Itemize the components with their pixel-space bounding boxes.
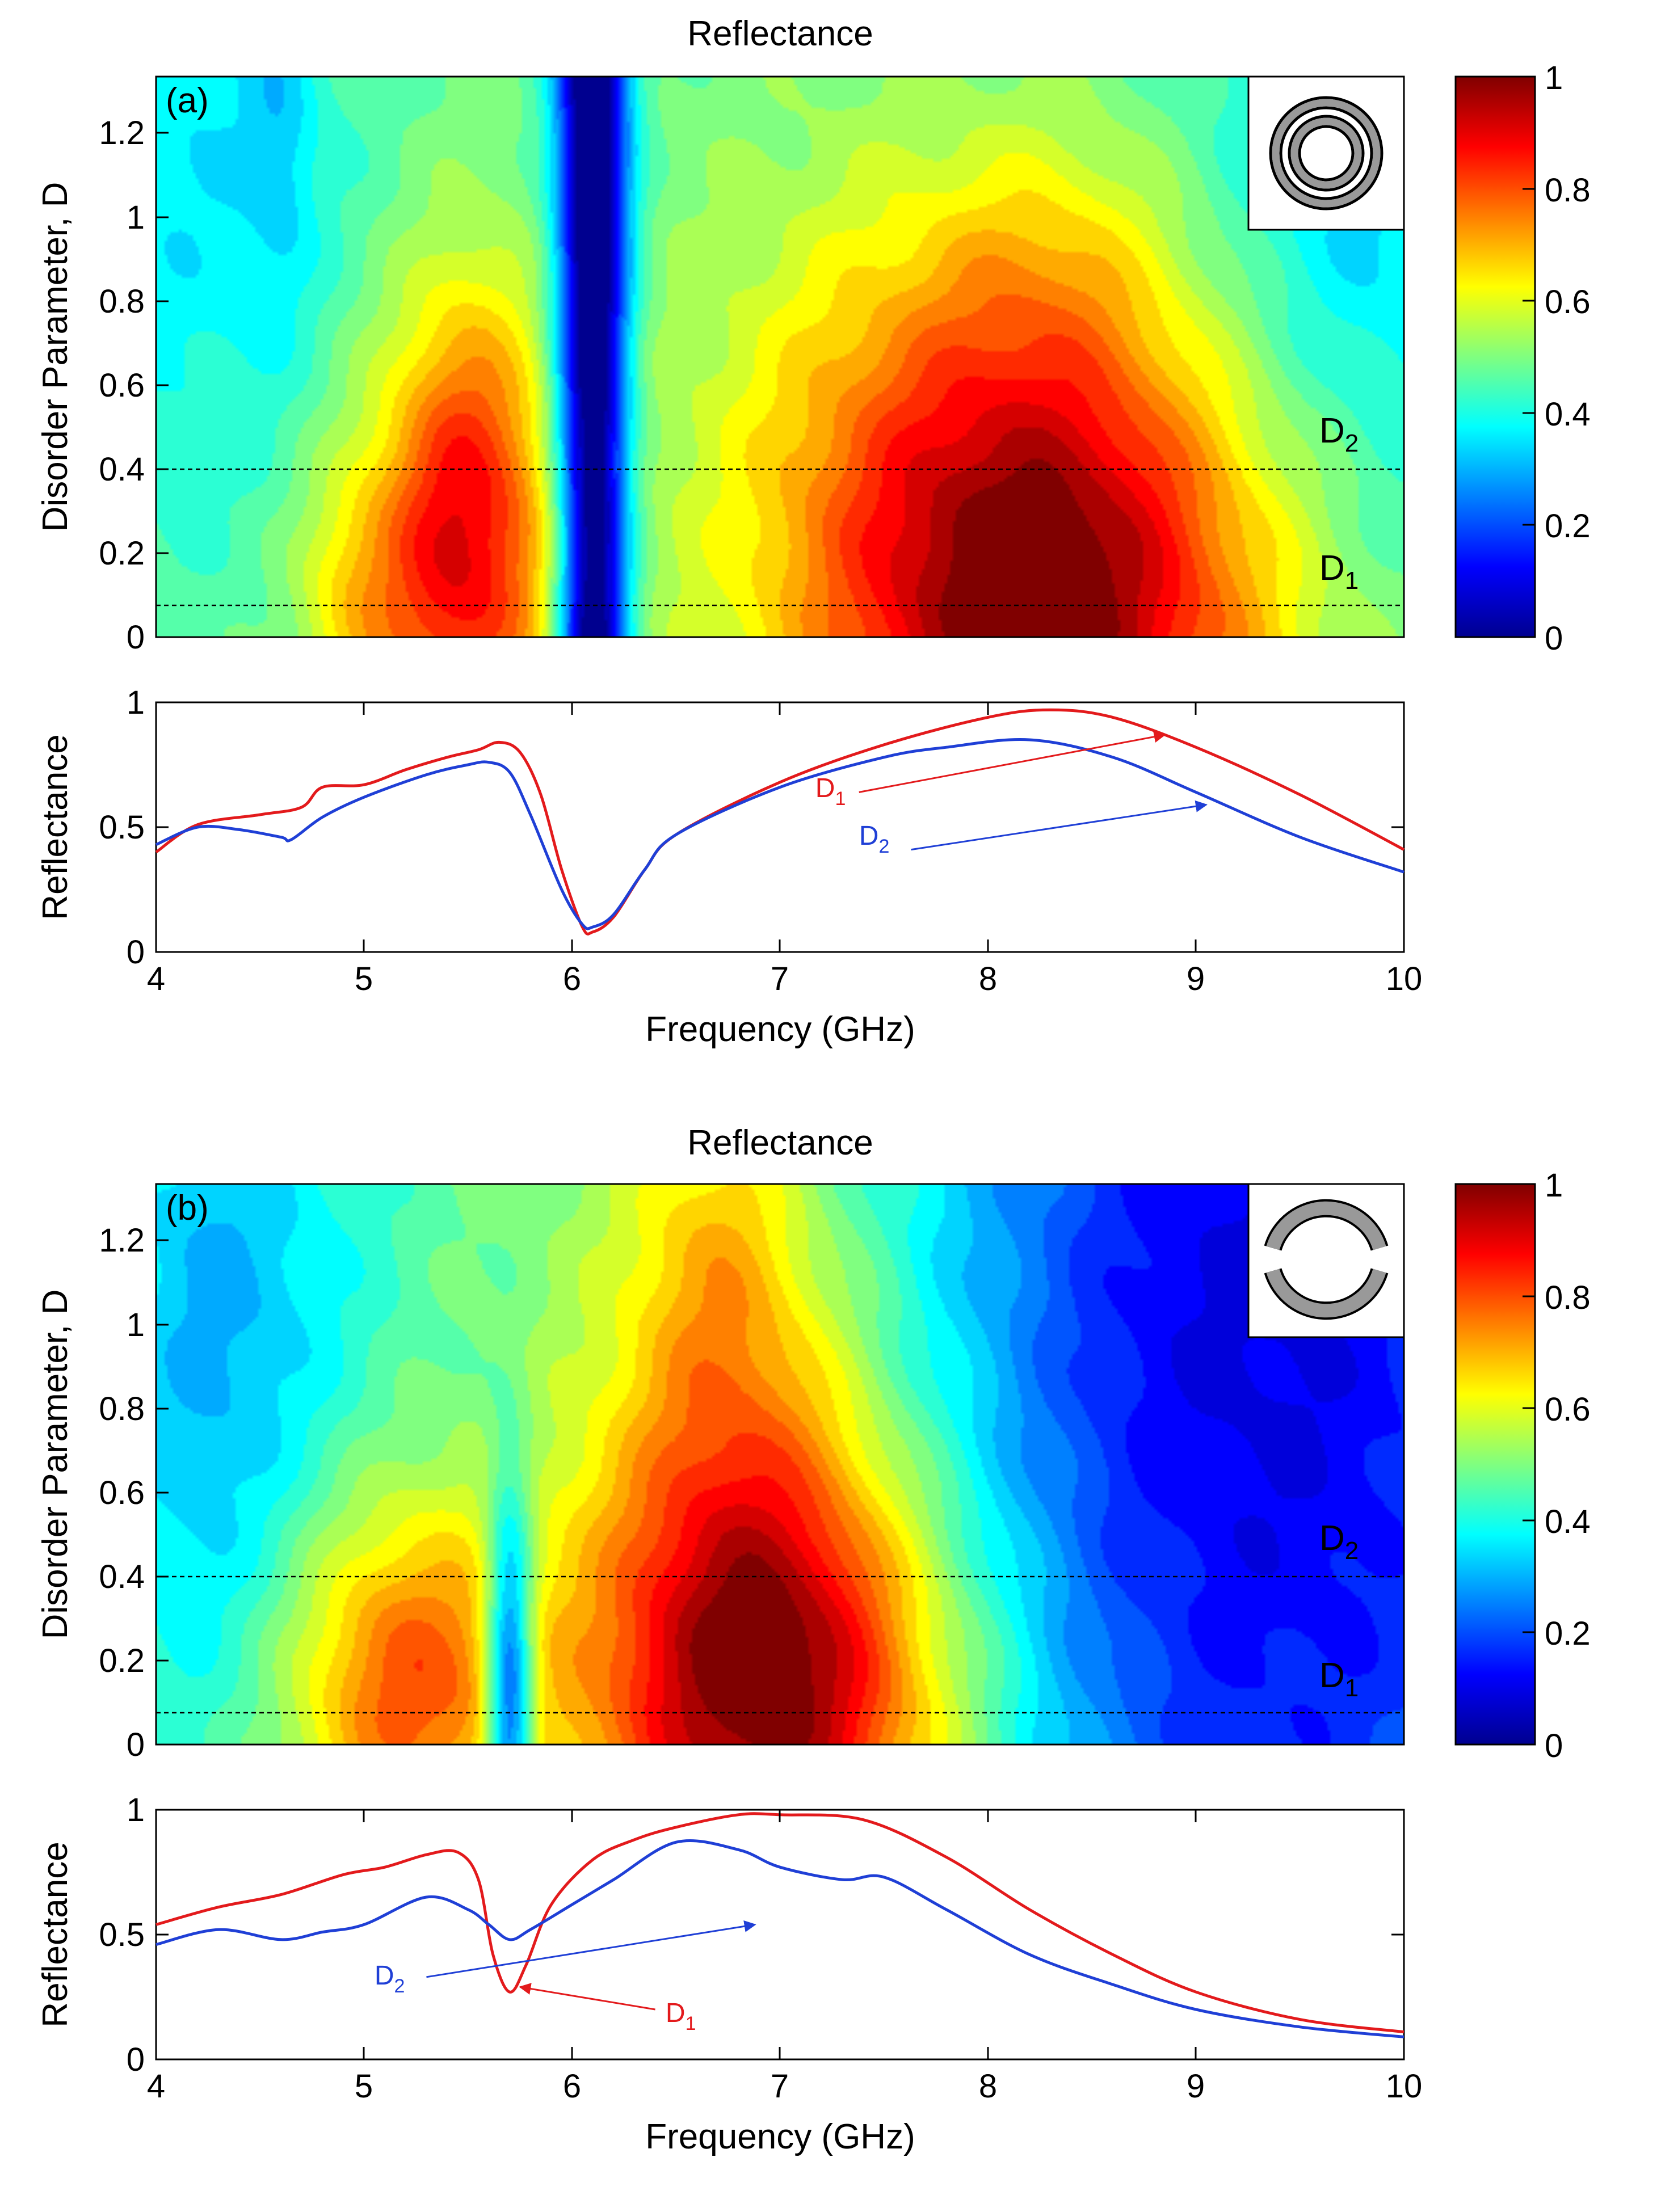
panel-b-line-frame xyxy=(155,1809,1405,2061)
panel-a-colorbar-bar xyxy=(1454,75,1536,638)
panel-b-map-frame xyxy=(155,1183,1405,1746)
panel-a-line-ytick: 0.5 xyxy=(99,809,145,846)
panel-a-ytick-label: 0 xyxy=(127,619,145,656)
panel-a-annotation-arrow-d1 xyxy=(859,731,1166,793)
panel-a-annotation-label-d1: D1 xyxy=(815,773,846,810)
panel-b-series-d1 xyxy=(155,1812,1405,2034)
panel-b-heatmap xyxy=(156,1184,1404,1745)
panel-b-line-ylabel: Reflectance xyxy=(36,1842,75,2027)
panel-b-xtick: 6 xyxy=(563,2068,581,2105)
panel-a-colorbar-tick: 1 xyxy=(1545,60,1563,96)
panel-a-colorbar-tick: 0 xyxy=(1545,620,1563,657)
panel-b-ytick-label: 0.4 xyxy=(99,1558,145,1595)
panel-a-ytick-label: 1.2 xyxy=(99,115,145,151)
panel-a-ytick-label: 1 xyxy=(127,199,145,236)
panel-b-colorbar: 0 0.2 0.4 0.6 0.8 1 xyxy=(1454,1167,1591,1764)
panel-a-d1-label: D1 xyxy=(1319,549,1359,595)
panel-b-ytick-label: 0.6 xyxy=(99,1474,145,1511)
panel-a-xlabel: Frequency (GHz) xyxy=(645,1010,915,1049)
panel-b-ylabel: Disorder Parameter, D xyxy=(36,1290,75,1640)
panel-b-ytick-label: 0 xyxy=(127,1726,145,1763)
panel-a-xtick: 4 xyxy=(147,960,165,997)
panel-a-ylabel: Disorder Parameter, D xyxy=(36,182,75,532)
panel-b-line-ytick: 0.5 xyxy=(99,1916,145,1953)
panel-b-ytick-label: 1.2 xyxy=(99,1222,145,1259)
panel-a-series-d2 xyxy=(155,738,1405,930)
panel-b-ytick-label: 0.8 xyxy=(99,1391,145,1427)
panel-b-colorbar-tick: 0.6 xyxy=(1545,1391,1591,1428)
panel-a-colorbar-tick: 0.6 xyxy=(1545,284,1591,321)
panel-b-xtick: 8 xyxy=(979,2068,997,2105)
panel-a-colorbar-tick: 0.4 xyxy=(1545,396,1591,433)
panel-b-colorbar-tick: 0.4 xyxy=(1545,1503,1591,1540)
panel-b-colorbar-tick: 0.8 xyxy=(1545,1279,1591,1316)
panel-a-xtick: 6 xyxy=(563,960,581,997)
panel-b-d2-label: D2 xyxy=(1319,1519,1359,1565)
panel-a-panel-label: (a) xyxy=(166,81,209,120)
panel-a-map-frame xyxy=(155,75,1405,638)
panel-a-ytick-label: 0.4 xyxy=(99,451,145,488)
panel-a-ytick-label: 0.2 xyxy=(99,535,145,572)
panel-b-colorbar-tick: 0 xyxy=(1545,1728,1563,1764)
panel-a-line-frame xyxy=(155,701,1405,953)
panel-a-colorbar-tick: 0.8 xyxy=(1545,172,1591,209)
panel-a-xtick: 10 xyxy=(1386,960,1423,997)
panel-a-series-d1 xyxy=(155,708,1405,936)
panel-b-annotation-arrow-d2 xyxy=(426,1920,756,1978)
panel-a-heatmap xyxy=(156,77,1404,637)
panel-a-annotation-label-d2: D2 xyxy=(859,821,890,857)
panel-a-xtick: 5 xyxy=(355,960,373,997)
panel-a-line-plot: 0 0.5 1 4 5 6 7 8 9 10 Frequency (GHz) R… xyxy=(36,684,1422,1049)
panel-b-annotation-arrow-d1 xyxy=(519,1983,655,2011)
panel-b-xtick: 7 xyxy=(771,2068,789,2105)
panel-b-d1-label: D1 xyxy=(1319,1656,1359,1702)
panel-a-xtick: 9 xyxy=(1187,960,1205,997)
panel-a-map-title: Reflectance xyxy=(687,14,873,53)
panel-b-ytick-label: 0.2 xyxy=(99,1642,145,1679)
panel-b-map: Reflectance 0 0.2 0.4 0.6 0.8 1 1.2 Diso… xyxy=(36,1123,1405,1763)
split-ring-icon xyxy=(1247,1183,1405,1338)
panel-b-xtick: 5 xyxy=(355,2068,373,2105)
panel-b-line-plot: 0 0.5 1 4 5 6 7 8 9 10 Frequency (GHz) R… xyxy=(36,1792,1422,2156)
panel-a-d2-label: D2 xyxy=(1319,411,1359,457)
panel-a-yticks: 0 0.2 0.4 0.6 0.8 1 1.2 xyxy=(99,115,169,656)
panel-b-xtick: 10 xyxy=(1386,2068,1423,2105)
panel-a-ytick-label: 0.6 xyxy=(99,367,145,404)
panel-a-line-ticks xyxy=(155,701,1405,953)
panel-a-xtick: 8 xyxy=(979,960,997,997)
panel-b-xtick: 4 xyxy=(147,2068,165,2105)
panel-b-annotation-label-d2: D2 xyxy=(375,1961,405,1997)
panel-b-xtick: 9 xyxy=(1187,2068,1205,2105)
panel-a-line-ylabel: Reflectance xyxy=(36,734,75,920)
panel-a-ytick-label: 0.8 xyxy=(99,283,145,320)
panel-a-colorbar-tick: 0.2 xyxy=(1545,508,1591,545)
panel-b-map-title: Reflectance xyxy=(687,1123,873,1162)
panel-a-colorbar: 0 0.2 0.4 0.6 0.8 1 xyxy=(1454,60,1591,657)
panel-a-xtick: 7 xyxy=(771,960,789,997)
panel-b-annotation-label-d1: D1 xyxy=(666,1998,696,2034)
panel-b-colorbar-tick: 0.2 xyxy=(1545,1615,1591,1652)
panel-b-colorbar-tick: 1 xyxy=(1545,1167,1563,1204)
panel-b-colorbar-bar xyxy=(1454,1183,1536,1746)
panel-b-line-ytick: 1 xyxy=(127,1792,145,1828)
panel-b-ytick-label: 1 xyxy=(127,1307,145,1343)
panel-a-map: Reflectance 0 0.2 0.4 0.6 0.8 1 1.2 Diso… xyxy=(36,14,1405,656)
concentric-rings-icon xyxy=(1247,75,1405,231)
panel-a-line-ytick: 0 xyxy=(127,934,145,971)
panel-b-line-ytick: 0 xyxy=(127,2041,145,2078)
panel-a-annotation-arrow-d2 xyxy=(911,800,1208,851)
panel-a-line-ytick: 1 xyxy=(127,684,145,721)
panel-b-panel-label: (b) xyxy=(166,1189,209,1228)
panel-b-series-d2 xyxy=(155,1839,1405,2038)
panel-b-xlabel: Frequency (GHz) xyxy=(645,2117,915,2156)
